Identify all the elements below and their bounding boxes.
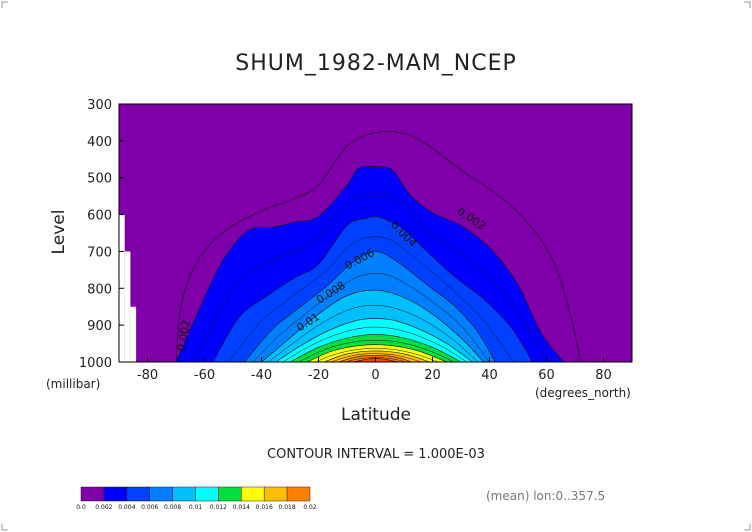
y-tick-label-6: 900 [87, 319, 112, 334]
x-tick-label-2: -40 [251, 368, 272, 383]
y-tick-label-0: 300 [87, 98, 112, 113]
colorbar-label-0: 0.0 [76, 504, 86, 511]
y-axis-unit: (millibar) [46, 377, 100, 391]
x-axis-label: Latitude [341, 405, 411, 425]
colorbar-box-5 [195, 486, 219, 502]
colorbar-box-8 [263, 486, 288, 502]
x-tick-label-5: 20 [424, 368, 441, 383]
colorbar: 0.0 0.002 0.004 0.006 0.008 0.01 0.012 0.014 0.0… [76, 486, 317, 511]
colorbar-box-6 [218, 486, 242, 502]
contour-line-mid-6 [315, 348, 439, 363]
colorbar-label-8: 0.016 [256, 504, 273, 511]
x-axis-unit: (degrees_north) [535, 386, 631, 400]
contour-line-mid-0 [194, 193, 549, 363]
contour-line-0 [175, 165, 564, 363]
y-tick-label-5: 800 [87, 282, 112, 297]
contour-lines [175, 131, 581, 363]
colorbar-label-3: 0.006 [141, 504, 158, 511]
contour-line-mid-7 [331, 353, 422, 363]
y-tick-label-4: 700 [87, 245, 112, 260]
contour-line-4 [275, 318, 473, 363]
contour-line-outer [175, 131, 581, 363]
y-tick-label-2: 500 [87, 172, 112, 187]
axes: -80 -60 -40 -20 0 20 40 60 80 300 400 500 600 700 800 9… [79, 98, 633, 383]
contour-line-mid-1 [228, 236, 514, 363]
colorbar-box-7 [241, 486, 265, 502]
contour-line-8 [338, 355, 413, 363]
colorbar-label-9: 0.018 [279, 504, 296, 511]
terrain-mask-2 [130, 306, 137, 362]
y-tick-label-1: 400 [87, 135, 112, 150]
footnote: (mean) lon:0..357.5 [486, 489, 605, 503]
x-tick-label-8: 80 [595, 368, 612, 383]
x-tick-label-6: 40 [481, 368, 498, 383]
contour-line-7 [324, 350, 430, 363]
contour-line-mid-3 [268, 305, 479, 363]
contour-line-1 [212, 216, 533, 363]
contour-line-3 [261, 289, 485, 363]
colorbar-label-5: 0.01 [189, 504, 203, 511]
colorbar-label-10: 0.02 [303, 504, 317, 511]
colorbar-label-1: 0.002 [95, 504, 112, 511]
contour-line-2 [244, 251, 496, 363]
contour-label-5: 0.002 [175, 319, 193, 352]
plot-area [119, 104, 632, 362]
y-tick-label-3: 600 [87, 209, 112, 224]
x-tick-label-1: -60 [194, 368, 215, 383]
contour-interval-note: CONTOUR INTERVAL = 1.000E-03 [267, 447, 485, 462]
contour-line-mid-4 [282, 326, 467, 363]
colorbar-box-9 [286, 486, 311, 502]
colorbar-box-4 [172, 486, 196, 502]
contour-line-mid-2 [252, 273, 490, 363]
x-tick-label-4: 0 [371, 368, 379, 383]
chart-title: SHUM_1982-MAM_NCEP [235, 51, 517, 76]
x-tick-label-0: -80 [137, 368, 158, 383]
x-tick-label-7: 60 [538, 368, 555, 383]
colorbar-box-3 [149, 486, 173, 502]
contour-line-5 [289, 334, 462, 363]
colorbar-label-6: 0.012 [210, 504, 227, 511]
y-tick-label-7: 1000 [79, 356, 112, 371]
x-tick-label-3: -20 [308, 368, 329, 383]
contour-line-mid-5 [298, 339, 455, 363]
colorbar-box-2 [126, 486, 150, 502]
colorbar-label-7: 0.014 [233, 504, 250, 511]
terrain-mask-1 [124, 251, 131, 362]
contour-line-6 [306, 344, 447, 363]
colorbar-label-2: 0.004 [118, 504, 135, 511]
colorbar-box-0 [80, 486, 105, 502]
colorbar-box-1 [103, 486, 128, 502]
colorbar-label-4: 0.008 [164, 504, 181, 511]
y-axis-label: Level [49, 210, 69, 255]
